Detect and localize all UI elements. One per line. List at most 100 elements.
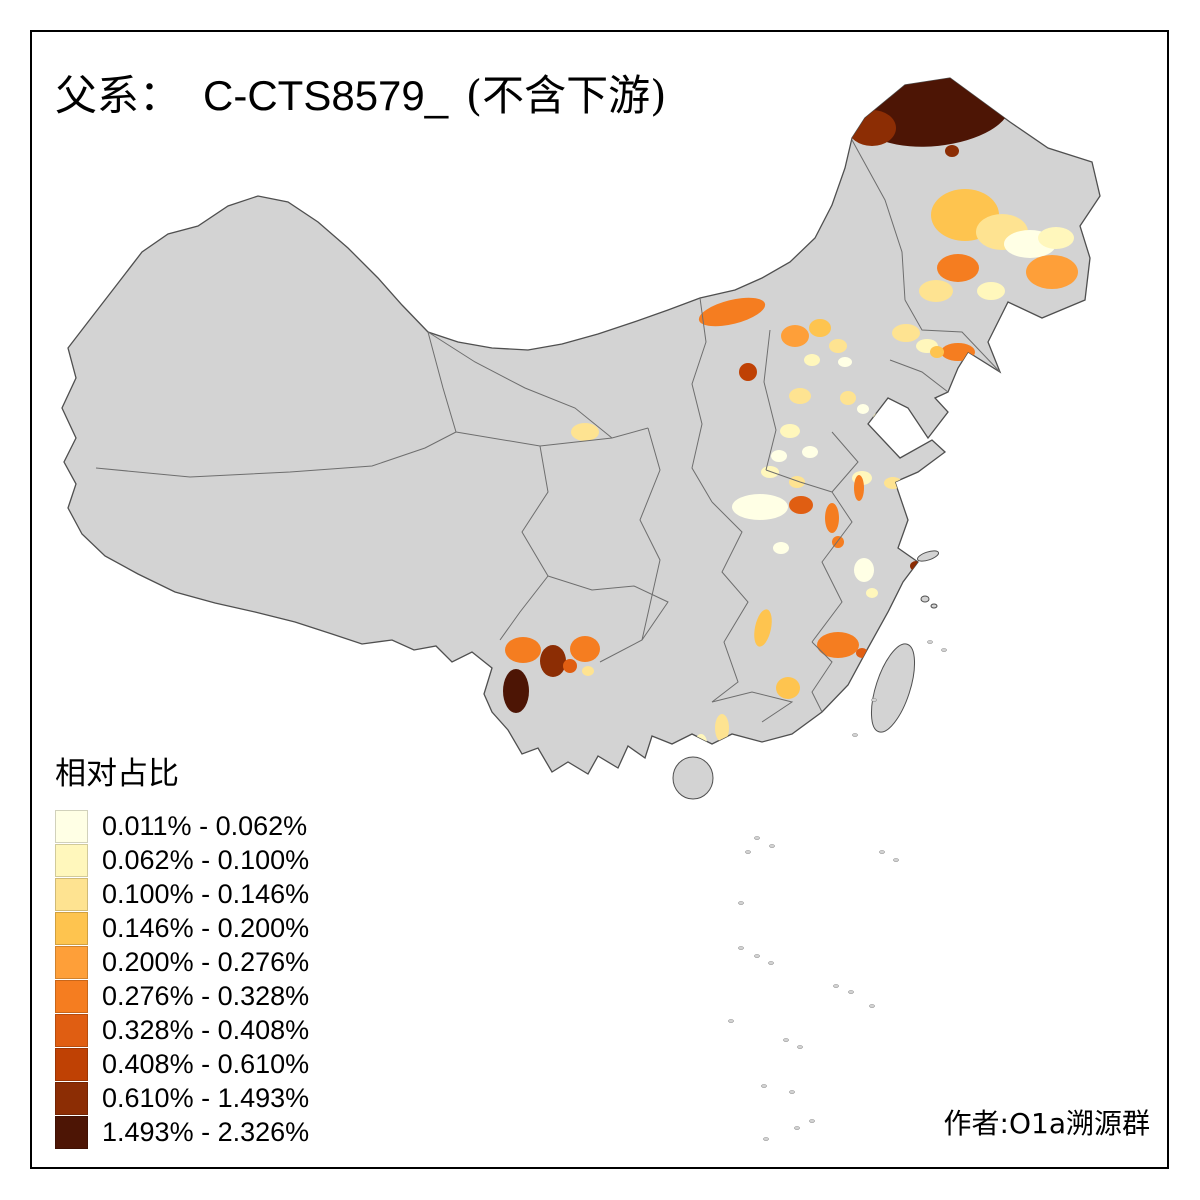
hainan-island xyxy=(672,756,714,800)
province-border-line xyxy=(711,501,749,703)
colored-regions xyxy=(503,78,1078,752)
province-border-line xyxy=(639,427,661,641)
province-border-line xyxy=(831,431,859,493)
province-border-line xyxy=(691,297,713,503)
sea-islet xyxy=(754,836,760,840)
map-region xyxy=(829,339,847,353)
title-prefix: 父系： xyxy=(55,71,182,120)
map-region xyxy=(715,714,729,742)
province-border-line xyxy=(765,469,833,493)
sea-islet xyxy=(738,946,744,950)
legend-row: 0.408% - 0.610% xyxy=(55,1047,309,1081)
legend-swatch xyxy=(55,1013,88,1047)
map-region xyxy=(776,677,800,699)
map-region xyxy=(860,78,1010,147)
sea-islet xyxy=(797,1045,803,1049)
sea-islet xyxy=(738,901,744,905)
sea-islet xyxy=(794,1126,800,1130)
map-region xyxy=(809,319,831,337)
sea-islet xyxy=(761,1084,767,1088)
map-region xyxy=(570,636,600,662)
map-region xyxy=(789,496,813,514)
legend-label: 0.408% - 0.610% xyxy=(102,1048,310,1079)
map-region xyxy=(789,476,805,488)
legend-swatch xyxy=(55,1047,88,1081)
sea-islet xyxy=(763,1137,769,1141)
province-border-line xyxy=(427,331,613,439)
legend-label: 0.328% - 0.408% xyxy=(102,1014,310,1045)
province-borders xyxy=(95,139,1001,723)
map-region xyxy=(1026,255,1078,289)
title-haplogroup-code: C-CTS8579_ xyxy=(203,72,449,119)
province-border-line xyxy=(904,299,1001,373)
legend-row: 0.146% - 0.200% xyxy=(55,911,309,945)
legend-row: 0.062% - 0.100% xyxy=(55,843,309,877)
legend-label: 0.200% - 0.276% xyxy=(102,946,310,977)
map-region xyxy=(754,609,772,647)
map-region xyxy=(563,659,577,673)
sea-islet xyxy=(852,733,858,737)
map-region xyxy=(848,110,896,146)
legend-label: 0.011% - 0.062% xyxy=(102,810,308,841)
map-region xyxy=(893,416,907,426)
map-region xyxy=(945,145,959,157)
map-region xyxy=(930,346,944,358)
legend-title: 相对占比 xyxy=(55,756,179,792)
province-border-line xyxy=(427,331,457,433)
map-region xyxy=(911,609,919,615)
map-region xyxy=(804,354,820,366)
map-region xyxy=(854,558,874,582)
legend-label: 0.276% - 0.328% xyxy=(102,980,310,1011)
sea-islet xyxy=(833,984,839,988)
islands xyxy=(672,550,947,1141)
legend-row: 0.328% - 0.408% xyxy=(55,1013,309,1047)
province-border-line xyxy=(811,491,853,643)
map-region xyxy=(866,588,878,598)
map-region xyxy=(857,404,869,414)
map-region xyxy=(571,423,599,441)
province-border-line xyxy=(547,575,669,663)
legend-row: 0.610% - 1.493% xyxy=(55,1081,309,1115)
legend-label: 0.610% - 1.493% xyxy=(102,1082,310,1113)
map-region xyxy=(840,391,856,405)
map-region xyxy=(977,282,1005,300)
province-border-line xyxy=(499,445,549,641)
legend-label: 0.100% - 0.146% xyxy=(102,878,310,909)
map-region xyxy=(503,669,529,713)
legend-row: 0.276% - 0.328% xyxy=(55,979,309,1013)
sea-islet xyxy=(879,850,885,854)
sea-islet xyxy=(871,698,877,702)
map-region xyxy=(873,412,889,424)
sea-islet xyxy=(848,990,854,994)
map-region xyxy=(1038,227,1074,249)
legend-swatch xyxy=(55,945,88,979)
map-region xyxy=(902,598,912,606)
map-region xyxy=(825,503,839,533)
map-region xyxy=(838,357,852,367)
legend-swatch xyxy=(55,979,88,1013)
legend-swatch xyxy=(55,1115,88,1149)
province-border-line xyxy=(455,427,649,447)
map-region xyxy=(582,666,594,676)
sea-islet xyxy=(754,954,760,958)
map-region xyxy=(941,343,975,361)
map-region xyxy=(789,388,811,404)
legend-swatch xyxy=(55,877,88,911)
legend-label: 0.146% - 0.200% xyxy=(102,912,310,943)
map-region xyxy=(771,450,787,462)
map-region xyxy=(869,654,879,662)
sea-islet xyxy=(893,858,899,862)
map-region xyxy=(505,637,541,663)
sea-islet xyxy=(869,1004,875,1008)
map-region xyxy=(732,494,788,520)
legend-swatch xyxy=(55,809,88,843)
province-border-line xyxy=(889,359,949,393)
author-credit: 作者:O1a溯源群 xyxy=(943,1107,1150,1140)
province-border-line xyxy=(811,641,833,713)
sea-islet xyxy=(789,1090,795,1094)
map-region xyxy=(854,475,864,501)
map-region xyxy=(761,466,779,478)
sea-islet xyxy=(927,640,933,644)
map-region xyxy=(698,297,766,327)
sea-islet xyxy=(809,1119,815,1123)
